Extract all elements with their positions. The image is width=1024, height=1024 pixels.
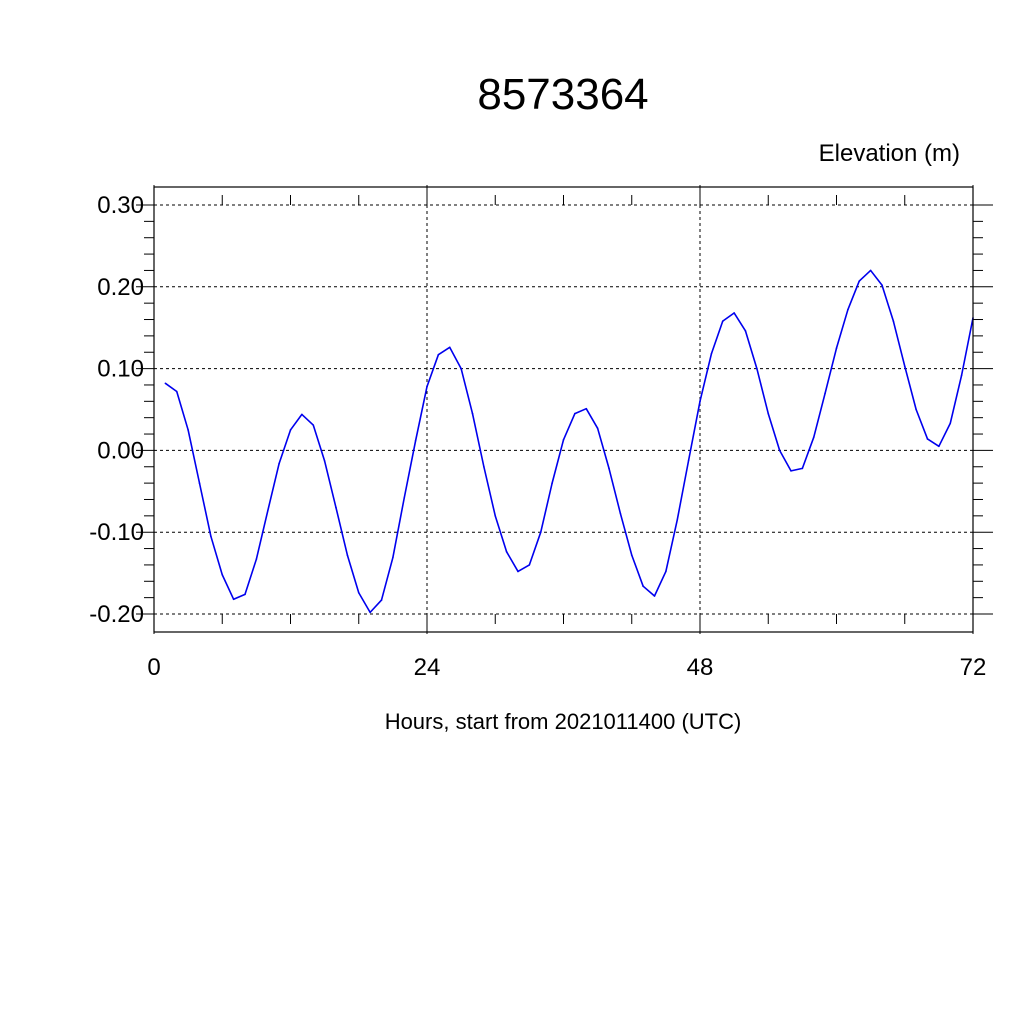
plot-frame — [153, 186, 974, 633]
data-point — [676, 519, 679, 521]
data-point — [312, 424, 315, 426]
data-point — [903, 365, 906, 367]
data-point — [471, 412, 474, 415]
data-point — [539, 531, 542, 533]
data-point — [346, 554, 349, 556]
data-point — [869, 269, 872, 272]
data-point — [938, 445, 940, 448]
data-point — [642, 585, 644, 587]
x-tick-label: 72 — [960, 654, 987, 681]
data-point — [198, 482, 201, 484]
y-tick-label: 0.30 — [97, 192, 144, 219]
data-point — [619, 512, 622, 515]
data-point — [562, 438, 565, 441]
data-point — [255, 558, 258, 560]
data-point — [551, 482, 553, 484]
data-point — [744, 330, 747, 332]
data-point — [301, 413, 303, 416]
data-point — [949, 422, 952, 425]
data-point — [403, 497, 406, 499]
x-axis-label: Hours, start from 2021011400 (UTC) — [385, 709, 742, 734]
data-point — [210, 535, 212, 538]
series-layer — [164, 269, 974, 614]
tick-labels: -0.20 -0.10 0.00 0.10 0.20 0.30 0 24 48 72 — [89, 192, 986, 681]
data-point — [630, 554, 633, 556]
data-point — [574, 412, 576, 415]
data-point — [665, 570, 667, 573]
data-point — [596, 427, 599, 430]
x-tick-label: 48 — [687, 654, 714, 681]
data-point — [653, 595, 656, 597]
data-point — [699, 400, 701, 403]
y-tick-label: 0.00 — [97, 437, 144, 464]
data-point — [812, 436, 815, 439]
data-point — [221, 573, 224, 576]
data-point — [335, 506, 337, 509]
data-point — [323, 460, 326, 462]
data-point — [926, 438, 929, 440]
data-point — [505, 551, 508, 553]
data-point — [858, 280, 861, 282]
data-point — [801, 467, 804, 470]
data-point — [528, 564, 531, 566]
data-point — [357, 591, 360, 594]
chart-title: 8573364 — [477, 70, 648, 119]
data-point — [721, 320, 724, 322]
data-point — [187, 429, 189, 431]
y-tick-label: -0.20 — [89, 601, 144, 628]
data-point — [960, 374, 963, 376]
data-point — [392, 556, 394, 559]
data-point — [517, 570, 519, 573]
data-point — [414, 439, 417, 442]
data-point — [175, 390, 178, 393]
y-tick-label: -0.10 — [89, 519, 144, 546]
data-point — [915, 408, 917, 411]
data-point — [437, 353, 440, 356]
x-tick-label: 24 — [414, 654, 441, 681]
data-point — [892, 320, 895, 322]
data-point — [448, 346, 451, 349]
data-point — [289, 429, 292, 431]
axis-ticks — [136, 185, 993, 634]
grid-lines — [154, 204, 973, 615]
data-point — [710, 353, 713, 355]
data-point — [824, 392, 826, 394]
data-point — [847, 308, 849, 311]
data-point — [483, 465, 485, 468]
data-point — [756, 367, 758, 370]
data-point — [733, 312, 735, 314]
x-tick-label: 0 — [147, 654, 160, 681]
data-point — [608, 467, 610, 470]
data-point — [244, 593, 246, 596]
y-tick-label: 0.20 — [97, 274, 144, 301]
y-axis-label: Elevation (m) — [819, 140, 960, 167]
data-point — [460, 367, 462, 370]
data-point — [767, 412, 770, 415]
data-point — [380, 599, 383, 601]
data-point — [278, 462, 280, 465]
data-point — [790, 470, 792, 472]
data-point — [164, 382, 167, 385]
y-tick-label: 0.10 — [97, 356, 144, 383]
data-point — [426, 385, 428, 388]
data-point — [585, 407, 588, 410]
data-point — [881, 284, 883, 286]
data-point — [232, 598, 235, 601]
data-point — [778, 449, 781, 452]
data-point — [369, 611, 371, 614]
data-point — [266, 510, 269, 512]
data-point — [687, 459, 690, 462]
data-point — [494, 515, 497, 517]
data-point — [835, 347, 838, 349]
series-line — [164, 269, 974, 614]
